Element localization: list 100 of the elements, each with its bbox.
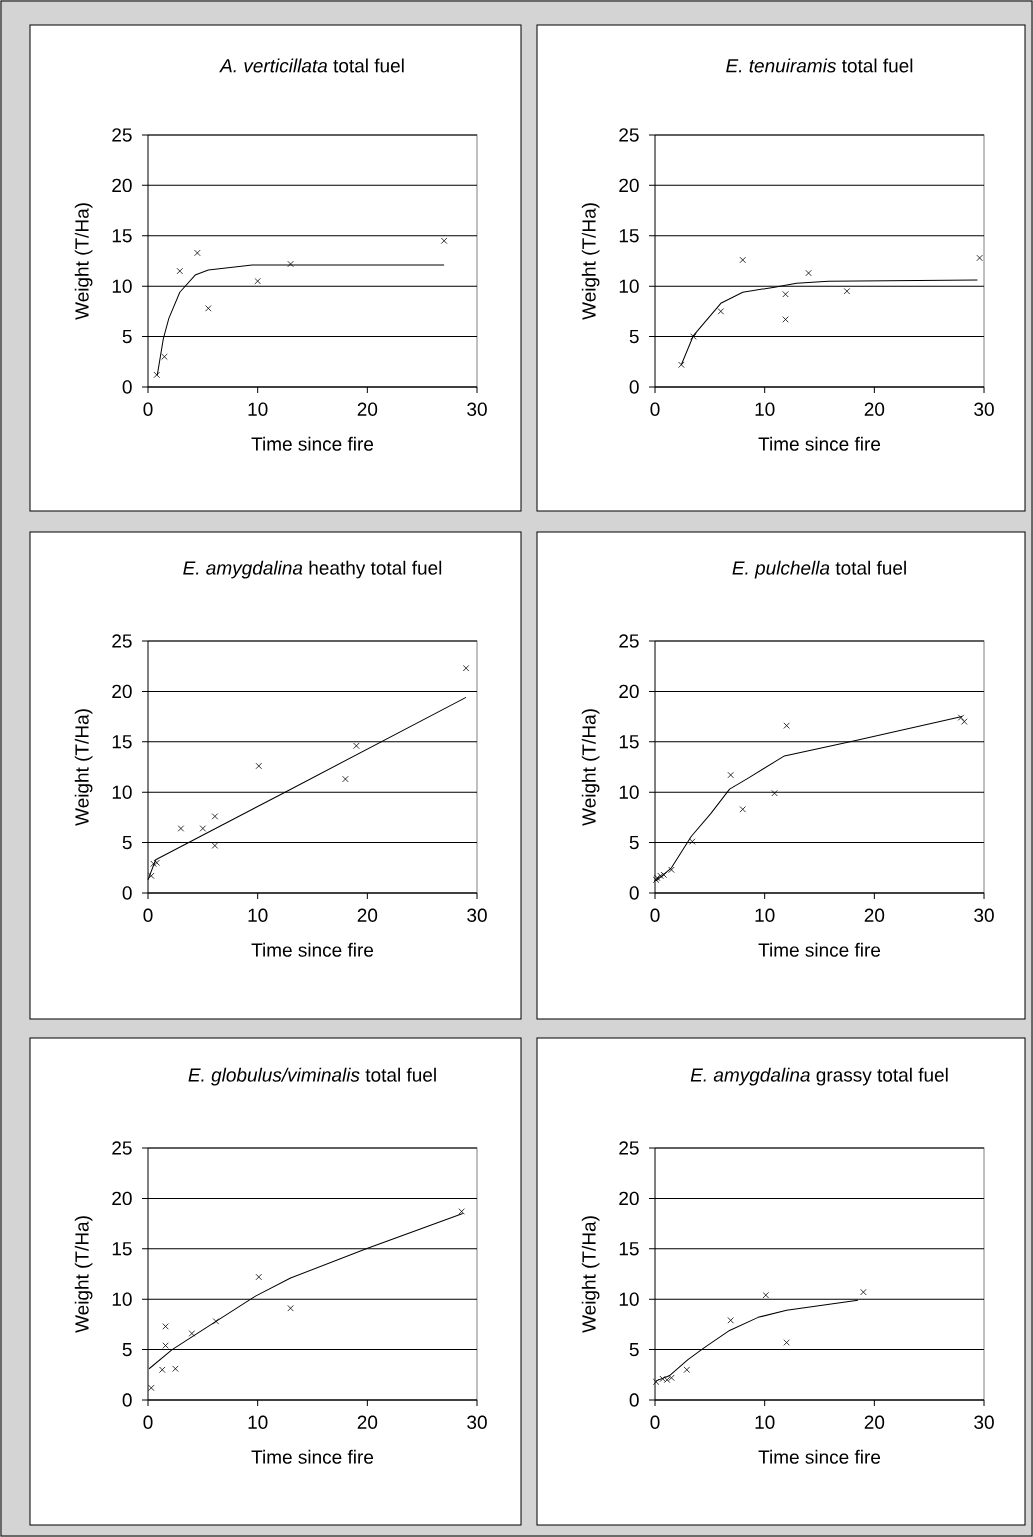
y-tick-label: 0 <box>629 886 639 900</box>
y-tick-label: 5 <box>122 835 132 850</box>
point <box>254 277 261 285</box>
x-tick-label: 30 <box>467 908 487 922</box>
y-tick-label: 10 <box>619 1292 639 1306</box>
point <box>668 866 675 874</box>
y-axis-title: Weight (T/Ha) <box>74 709 93 826</box>
x-tick-label: 20 <box>864 402 885 416</box>
point <box>976 254 983 262</box>
x-axis-title: Time since fire <box>251 1449 374 1464</box>
y-tick-label: 20 <box>112 684 132 699</box>
y-tick-label: 5 <box>629 1342 639 1357</box>
x-tick-label: 0 <box>143 402 153 416</box>
point <box>199 825 207 832</box>
point <box>727 1317 734 1324</box>
y-tick-label: 10 <box>112 279 132 293</box>
x-tick-label: 20 <box>357 908 378 922</box>
x-tick-label: 10 <box>248 908 268 922</box>
y-tick-label: 0 <box>122 380 132 394</box>
point <box>805 269 812 277</box>
x-axis-title: Time since fire <box>758 942 881 957</box>
point <box>690 333 697 340</box>
y-tick-label: 5 <box>122 1342 132 1357</box>
y-tick-label: 25 <box>619 1141 639 1155</box>
point <box>783 1339 790 1346</box>
point <box>255 1273 262 1281</box>
point <box>771 789 778 797</box>
chart-title: A. verticillata total fuel <box>219 58 404 73</box>
point <box>652 1378 660 1386</box>
y-tick-label: 20 <box>619 178 639 193</box>
point <box>153 859 160 866</box>
y-tick-label: 0 <box>629 1393 639 1407</box>
point <box>148 1384 155 1392</box>
y-tick-label: 25 <box>112 1141 132 1155</box>
x-tick-label: 30 <box>467 402 487 416</box>
y-axis-title: Weight (T/Ha) <box>581 203 600 320</box>
y-axis-title: Weight (T/Ha) <box>581 709 600 826</box>
y-tick-label: 15 <box>112 735 132 749</box>
x-tick-label: 20 <box>357 402 378 416</box>
point <box>159 1366 166 1373</box>
y-tick-label: 25 <box>112 634 132 648</box>
point <box>211 813 219 820</box>
x-tick-label: 30 <box>467 1415 487 1429</box>
point <box>782 291 789 298</box>
point <box>353 742 360 750</box>
y-axis-title: Weight (T/Ha) <box>74 203 93 320</box>
y-tick-label: 15 <box>619 1242 639 1256</box>
y-tick-label: 5 <box>629 329 639 344</box>
y-tick-label: 10 <box>619 279 639 293</box>
point <box>211 842 219 849</box>
point <box>957 714 965 721</box>
x-axis-title: Time since fire <box>758 1449 881 1464</box>
y-tick-label: 25 <box>619 128 639 142</box>
point <box>153 371 160 379</box>
y-tick-label: 15 <box>619 735 639 749</box>
x-tick-label: 10 <box>755 1415 775 1429</box>
chart-title: E. pulchella total fuel <box>732 560 906 579</box>
x-axis-title: Time since fire <box>251 942 374 957</box>
chart-title: E. amygdalina grassy total fuel <box>690 1067 948 1086</box>
line-series <box>680 279 978 366</box>
x-tick-label: 10 <box>755 908 775 922</box>
x-tick-label: 0 <box>650 908 660 922</box>
y-axis-title: Weight (T/Ha) <box>581 1216 600 1333</box>
point <box>843 287 851 295</box>
point <box>287 260 294 268</box>
x-tick-label: 20 <box>864 1415 885 1429</box>
y-tick-label: 0 <box>122 1393 132 1407</box>
x-tick-label: 30 <box>974 1415 994 1429</box>
point <box>212 1318 220 1325</box>
point <box>440 237 448 245</box>
x-tick-label: 0 <box>650 1415 660 1429</box>
x-tick-label: 0 <box>143 908 153 922</box>
y-tick-label: 5 <box>629 835 639 850</box>
point <box>172 1365 179 1372</box>
x-tick-label: 30 <box>974 908 994 922</box>
y-tick-label: 20 <box>112 178 132 193</box>
y-tick-label: 0 <box>122 886 132 900</box>
point <box>194 249 201 257</box>
point <box>462 664 470 672</box>
point <box>782 316 789 323</box>
chart-title: E. amygdalina heathy total fuel <box>183 560 442 579</box>
x-tick-label: 10 <box>248 402 268 416</box>
x-tick-label: 0 <box>650 402 660 416</box>
point <box>683 1366 691 1373</box>
x-tick-label: 20 <box>357 1415 378 1429</box>
y-tick-label: 0 <box>629 380 639 394</box>
y-tick-label: 15 <box>112 1242 132 1256</box>
point <box>287 1305 294 1312</box>
x-tick-label: 10 <box>755 402 775 416</box>
y-axis-title: Weight (T/Ha) <box>74 1216 93 1333</box>
point <box>205 305 212 312</box>
y-tick-label: 25 <box>619 634 639 648</box>
y-tick-label: 15 <box>619 229 639 243</box>
x-tick-label: 0 <box>143 1415 153 1429</box>
chart-title: E. tenuiramis total fuel <box>726 58 913 73</box>
point <box>727 771 734 779</box>
point <box>689 838 696 845</box>
y-tick-label: 5 <box>122 329 132 344</box>
y-tick-label: 20 <box>619 684 639 699</box>
x-tick-label: 10 <box>248 1415 268 1429</box>
